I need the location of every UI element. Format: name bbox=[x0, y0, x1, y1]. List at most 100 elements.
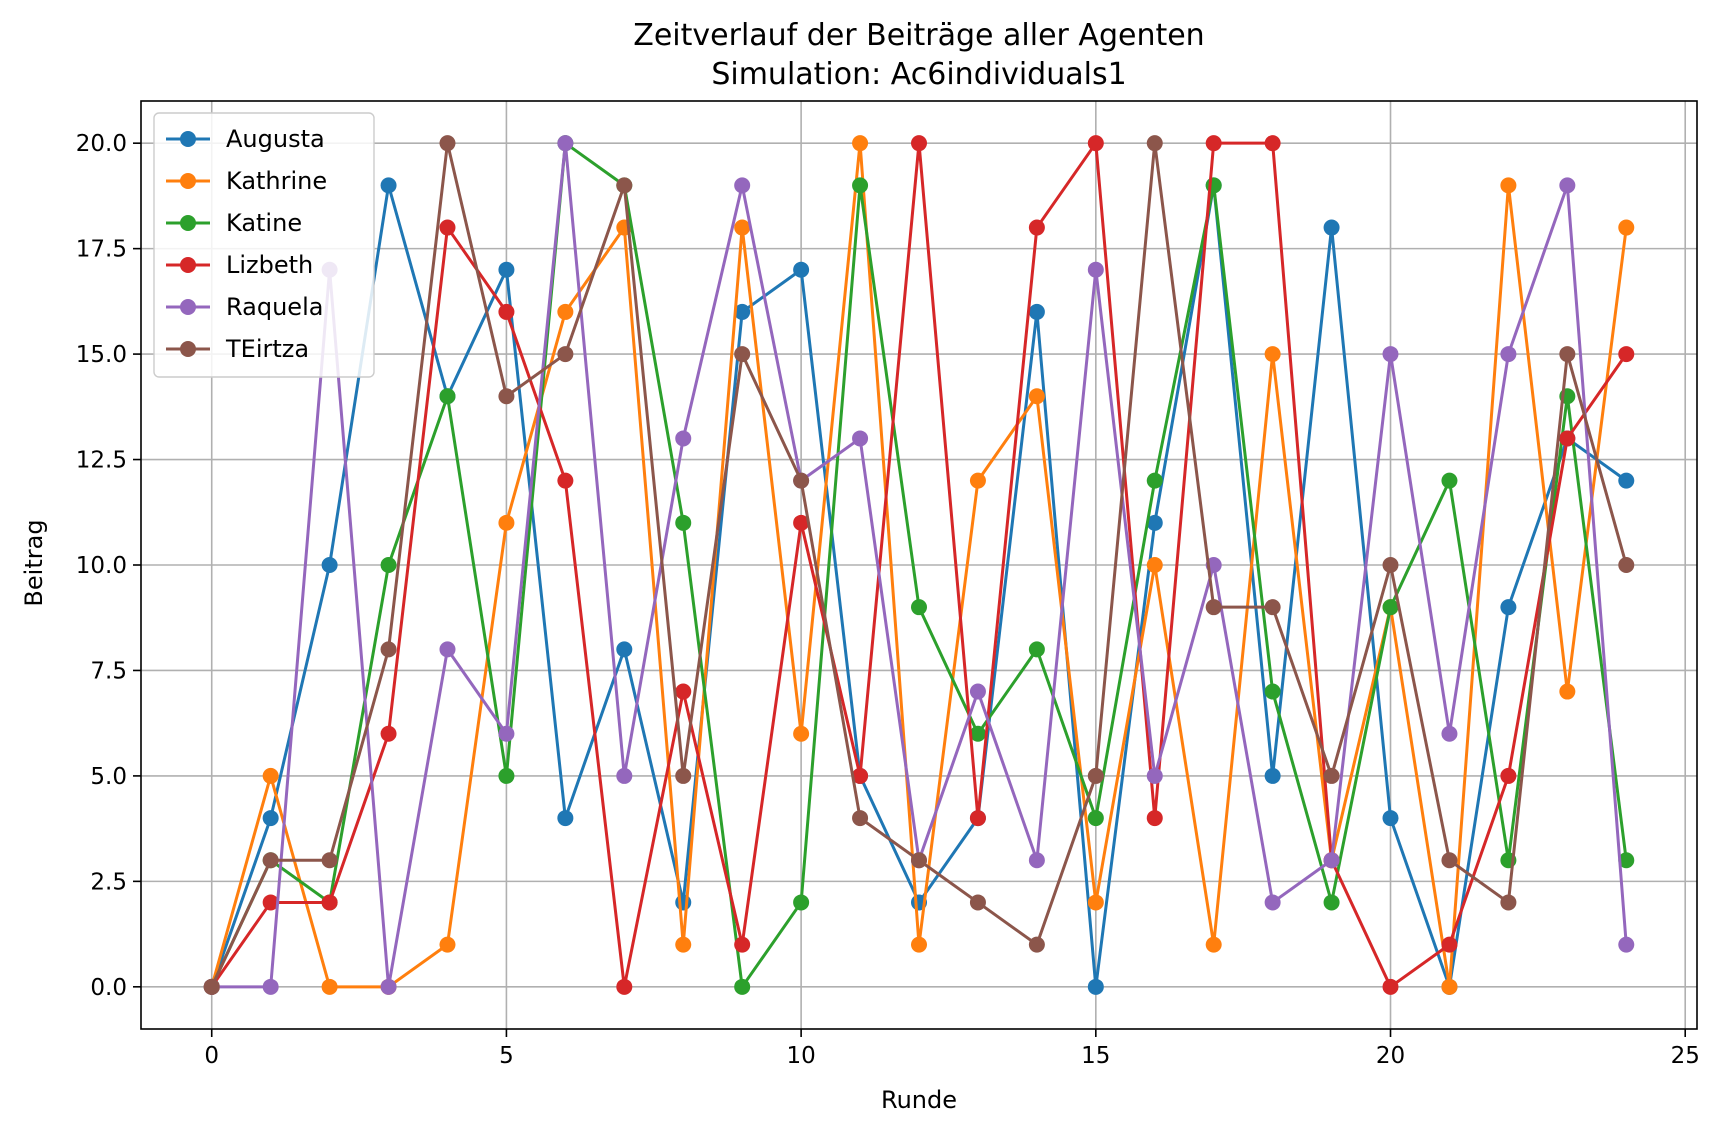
data-point bbox=[675, 430, 692, 447]
data-point bbox=[1441, 978, 1458, 995]
data-point bbox=[793, 894, 810, 911]
y-tick-label: 5.0 bbox=[90, 764, 127, 790]
data-point bbox=[1323, 219, 1340, 236]
data-point bbox=[321, 978, 338, 995]
data-point bbox=[1028, 303, 1045, 320]
legend-item-lizbeth: Lizbeth bbox=[166, 251, 313, 279]
data-point bbox=[557, 810, 574, 827]
data-point bbox=[439, 388, 456, 405]
data-point bbox=[911, 936, 927, 953]
data-point bbox=[380, 557, 397, 573]
data-point bbox=[1618, 219, 1635, 236]
data-point bbox=[793, 514, 810, 531]
legend-label: TEirtza bbox=[225, 335, 309, 363]
data-point bbox=[734, 177, 751, 194]
y-tick-label: 0.0 bbox=[90, 975, 127, 1001]
x-tick-label: 15 bbox=[1081, 1043, 1110, 1069]
legend-item-kathrine: Kathrine bbox=[166, 167, 327, 195]
data-point bbox=[1500, 346, 1517, 363]
data-point bbox=[380, 978, 397, 995]
data-point bbox=[1205, 599, 1222, 616]
data-point bbox=[1618, 472, 1635, 489]
y-tick-label: 10.0 bbox=[76, 553, 127, 579]
data-point bbox=[1323, 767, 1340, 784]
data-point bbox=[439, 219, 456, 236]
data-point bbox=[262, 894, 279, 911]
data-point bbox=[616, 641, 633, 658]
legend-marker bbox=[180, 215, 196, 231]
data-point bbox=[557, 346, 574, 363]
legend-marker bbox=[180, 341, 196, 357]
legend-item-raquela: Raquela bbox=[166, 293, 323, 321]
data-point bbox=[911, 135, 927, 152]
data-point bbox=[498, 725, 515, 742]
chart-title: Zeitverlauf der Beiträge aller Agenten bbox=[633, 18, 1204, 53]
data-point bbox=[675, 936, 692, 953]
data-point bbox=[793, 472, 810, 489]
data-point bbox=[734, 936, 751, 953]
data-point bbox=[1264, 767, 1281, 784]
data-point bbox=[675, 514, 692, 531]
data-point bbox=[1382, 978, 1399, 995]
data-point bbox=[793, 725, 810, 742]
data-point bbox=[321, 852, 338, 869]
data-point bbox=[1618, 936, 1635, 953]
data-point bbox=[1323, 894, 1340, 911]
data-point bbox=[1559, 177, 1576, 194]
legend-marker bbox=[180, 173, 196, 189]
data-point bbox=[1382, 810, 1399, 827]
y-tick-label: 15.0 bbox=[76, 342, 127, 368]
data-point bbox=[380, 641, 397, 658]
data-point bbox=[969, 894, 986, 911]
data-point bbox=[852, 810, 869, 827]
data-point bbox=[1441, 725, 1458, 742]
data-point bbox=[380, 177, 397, 194]
data-point bbox=[1087, 810, 1104, 827]
legend-marker bbox=[180, 257, 196, 273]
legend: Augusta Kathrine Katine Lizbeth Raquela TEirt… bbox=[153, 112, 375, 378]
data-point bbox=[675, 894, 692, 911]
legend-label: Katine bbox=[226, 209, 302, 237]
data-point bbox=[1028, 388, 1045, 405]
data-point bbox=[1264, 683, 1281, 700]
x-tick-label: 0 bbox=[204, 1043, 219, 1069]
data-point bbox=[1264, 599, 1281, 616]
data-point bbox=[1441, 472, 1458, 489]
data-point bbox=[1205, 936, 1222, 953]
series-group bbox=[203, 135, 1635, 995]
data-point bbox=[1028, 852, 1045, 869]
data-point bbox=[1087, 135, 1104, 152]
data-point bbox=[1146, 135, 1163, 152]
legend-marker bbox=[180, 131, 196, 147]
data-point bbox=[1028, 936, 1045, 953]
data-point bbox=[969, 472, 986, 489]
axis-ticks: 0 5 10 15 20 25 0.0 2.5 5.0 7.5 10.0 12.5 15.0 17.5 20… bbox=[76, 131, 1700, 1069]
y-axis-label: Beitrag bbox=[20, 519, 48, 606]
x-tick-label: 10 bbox=[786, 1043, 815, 1069]
data-point bbox=[1441, 852, 1458, 869]
legend-label: Augusta bbox=[226, 125, 325, 153]
y-tick-label: 12.5 bbox=[76, 448, 127, 474]
data-point bbox=[262, 978, 279, 995]
data-point bbox=[1146, 514, 1163, 531]
data-point bbox=[1500, 599, 1517, 616]
data-point bbox=[852, 767, 869, 784]
data-point bbox=[1087, 978, 1104, 995]
data-point bbox=[262, 810, 279, 827]
x-axis-label: Runde bbox=[881, 1086, 957, 1114]
data-point bbox=[793, 261, 810, 278]
data-point bbox=[616, 978, 633, 995]
legend-item-augusta: Augusta bbox=[166, 125, 325, 153]
data-point bbox=[1264, 894, 1281, 911]
data-point bbox=[262, 852, 279, 869]
data-point bbox=[969, 725, 986, 742]
legend-box bbox=[153, 112, 375, 378]
data-point bbox=[734, 303, 751, 320]
data-point bbox=[1559, 346, 1576, 363]
series-teirtza bbox=[203, 135, 1635, 995]
legend-item-katine: Katine bbox=[166, 209, 302, 237]
y-tick-label: 2.5 bbox=[90, 869, 127, 895]
data-point bbox=[380, 725, 397, 742]
x-tick-label: 25 bbox=[1671, 1043, 1700, 1069]
